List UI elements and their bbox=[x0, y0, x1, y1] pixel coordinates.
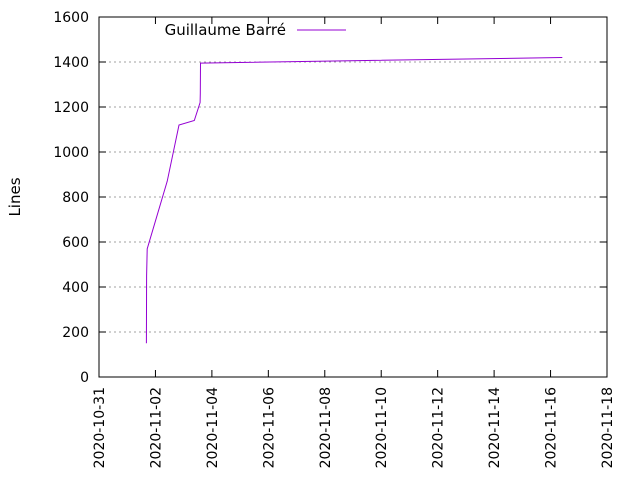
x-tick-label: 2020-11-18 bbox=[600, 387, 616, 468]
y-tick-label: 200 bbox=[62, 325, 89, 341]
x-tick-label: 2020-11-08 bbox=[318, 387, 334, 468]
x-tick-label: 2020-11-06 bbox=[261, 387, 277, 468]
x-tick-label: 2020-11-16 bbox=[544, 387, 560, 468]
x-tick-label: 2020-11-14 bbox=[487, 387, 503, 468]
x-tick-label: 2020-11-02 bbox=[148, 387, 164, 468]
y-tick-label: 800 bbox=[62, 190, 89, 206]
y-tick-label: 1600 bbox=[53, 10, 89, 26]
grid-lines bbox=[99, 61, 607, 333]
y-axis: 0 200 400 600 800 1000 1200 1400 1600 bbox=[53, 10, 607, 386]
series-line bbox=[145, 57, 563, 344]
x-tick-label: 2020-11-04 bbox=[205, 387, 221, 468]
y-tick-label: 0 bbox=[80, 370, 89, 386]
y-tick-label: 600 bbox=[62, 235, 89, 251]
legend-label: Guillaume Barré bbox=[165, 21, 286, 39]
y-tick-label: 1000 bbox=[53, 145, 89, 161]
series-layer bbox=[145, 57, 563, 344]
x-axis: 2020-10-31 2020-11-02 2020-11-04 2020-11-06… bbox=[92, 17, 616, 468]
y-tick-label: 1400 bbox=[53, 55, 89, 71]
x-tick-label: 2020-10-31 bbox=[92, 387, 108, 468]
y-tick-label: 1200 bbox=[53, 100, 89, 116]
x-tick-label: 2020-11-12 bbox=[431, 387, 447, 468]
legend: Guillaume Barré bbox=[165, 21, 346, 39]
y-tick-label: 400 bbox=[62, 280, 89, 296]
x-tick-label: 2020-11-10 bbox=[374, 387, 390, 468]
y-axis-title: Lines bbox=[6, 177, 24, 216]
